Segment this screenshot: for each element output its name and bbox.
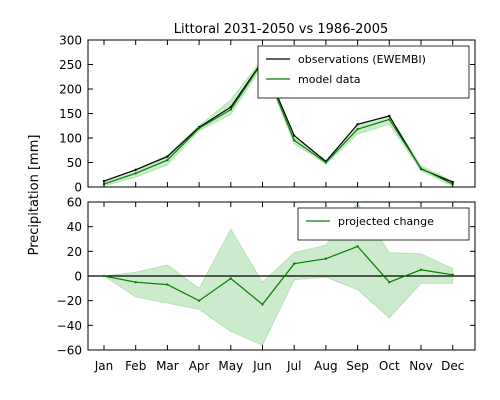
top-panel: 0 50 100 150 200 250 300 observations (EWEMBI) m…	[59, 34, 476, 195]
bottom-series-0-point-0	[102, 274, 106, 278]
top-series-1-point-1	[134, 172, 137, 175]
bottom-series-line-0	[103, 245, 453, 306]
bottom-panel: −60 −40 −20 0 20 40 60 Jan Feb Mar Apr May Jun Jul Aug…	[57, 196, 476, 373]
bottom-ytick-label-1: −40	[57, 319, 82, 333]
bottom-series-0-point-5	[261, 303, 264, 306]
x-tick-label-8: Sep	[346, 359, 369, 373]
x-tick-label-2: Mar	[156, 359, 179, 373]
chart-title: Littoral 2031-2050 vs 1986-2005	[174, 22, 389, 37]
bottom-series-0-point-2	[166, 283, 169, 286]
x-tick-label-0: Jan	[94, 359, 114, 373]
x-tick-label-3: Apr	[189, 359, 210, 373]
x-tick-label-6: Jul	[286, 359, 301, 373]
top-series-1-point-7	[324, 161, 328, 164]
top-series-0-point-1	[134, 168, 137, 171]
top-ytick-label-4: 200	[59, 83, 82, 97]
bottom-series-0-point-6	[293, 262, 296, 265]
bottom-ytick-label-5: 40	[67, 220, 82, 234]
bottom-series-0-point-11	[451, 273, 454, 276]
top-series-0-point-8	[356, 123, 359, 126]
x-tick-label-7: Aug	[314, 359, 337, 373]
bottom-series-0-point-4	[229, 277, 232, 280]
bottom-ytick-label-2: −20	[57, 294, 82, 308]
bottom-series-0-point-8	[356, 245, 359, 248]
top-series-1-point-9	[388, 118, 391, 121]
top-series-0-point-9	[388, 114, 391, 118]
top-ytick-label-3: 150	[59, 107, 82, 121]
top-series-1-point-4	[229, 108, 232, 111]
top-legend	[257, 45, 470, 99]
top-ytick-label-6: 300	[59, 34, 82, 48]
top-ytick-label-1: 50	[67, 156, 82, 170]
bottom-ytick-label-3: 0	[74, 270, 82, 284]
bottom-ytick-label-4: 20	[67, 245, 82, 259]
top-series-line-1	[103, 60, 453, 185]
bottom-legend-label-0: projected change	[338, 215, 434, 228]
x-tick-label-10: Nov	[409, 359, 432, 373]
x-tick-label-5: Jun	[252, 359, 272, 373]
top-legend-label-1: model data	[298, 73, 361, 86]
x-tick-label-11: Dec	[441, 359, 464, 373]
top-series-1-point-6	[293, 139, 296, 142]
top-series-0-point-2	[166, 155, 169, 158]
bottom-ytick-label-0: −60	[57, 344, 82, 358]
x-tick-label-9: Oct	[379, 359, 400, 373]
top-legend-label-0: observations (EWEMBI)	[298, 53, 426, 66]
x-tick-label-4: May	[218, 359, 243, 373]
bottom-series-0-point-1	[134, 281, 137, 284]
top-series-0-point-6	[293, 134, 296, 137]
bottom-series-0-point-9	[388, 281, 391, 284]
top-ytick-label-0: 0	[74, 181, 82, 195]
top-ytick-label-5: 250	[59, 58, 82, 72]
top-series-1-point-2	[166, 158, 169, 162]
bottom-series-0-point-3	[197, 299, 201, 302]
top-series-1-point-8	[356, 128, 359, 131]
bottom-series-0-point-10	[419, 268, 423, 271]
top-ytick-label-2: 100	[59, 132, 82, 146]
y-axis-label: Precipitation [mm]	[27, 135, 42, 256]
top-series-0-point-0	[102, 179, 106, 183]
bottom-series-0-point-7	[324, 257, 328, 260]
top-series-1-point-10	[419, 167, 423, 170]
bottom-ytick-label-6: 60	[67, 196, 82, 210]
top-series-1-point-3	[197, 127, 201, 130]
bottom-legend	[297, 207, 470, 241]
x-tick-label-1: Feb	[125, 359, 146, 373]
